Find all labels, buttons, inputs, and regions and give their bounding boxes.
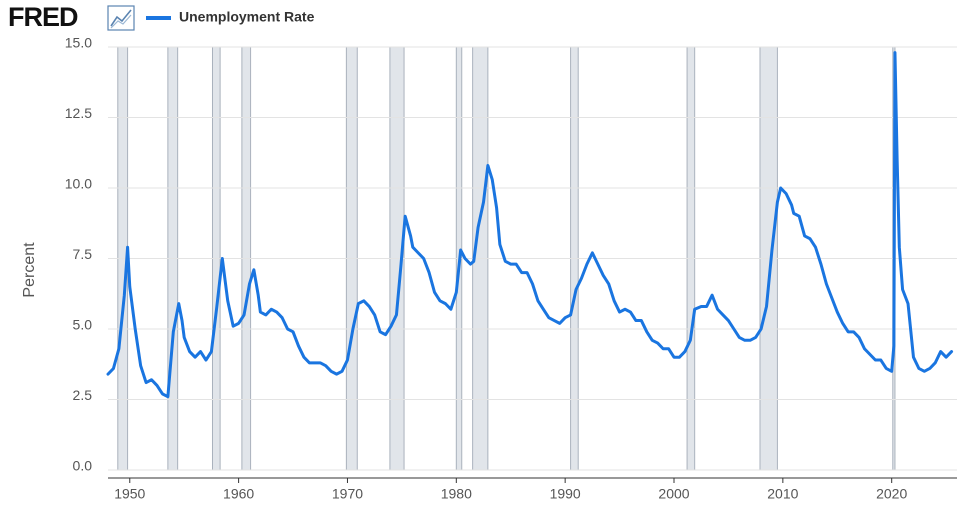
x-tick-label: 1960 [223,486,254,502]
y-tick-label: 7.5 [73,246,93,262]
legend-label: Unemployment Rate [179,9,315,25]
legend: Unemployment Rate [146,9,315,25]
x-tick-label: 1980 [441,486,472,502]
y-tick-label: 5.0 [73,317,93,333]
data-line [106,51,954,399]
x-tick-label: 1970 [332,486,363,502]
y-tick-label: 2.5 [73,387,93,403]
y-tick-label: 12.5 [65,105,92,121]
plot-area: 0.0 2.5 5.0 7.5 10.0 12.5 15.0 1950 1960 1970 1980… [65,35,957,502]
x-tick-label: 1990 [550,486,581,502]
logo: FRED [8,2,78,32]
y-tick-label: 10.0 [65,176,92,192]
x-tick-label: 1950 [114,486,145,502]
x-tick-label: 2010 [767,486,798,502]
x-tick-label: 2000 [658,486,689,502]
y-tick-label: 15.0 [65,35,92,51]
y-tick-label: 0.0 [73,458,93,474]
y-axis-label: Percent [21,242,38,298]
x-tick-label: 2020 [876,486,907,502]
logo-icon [107,5,135,31]
